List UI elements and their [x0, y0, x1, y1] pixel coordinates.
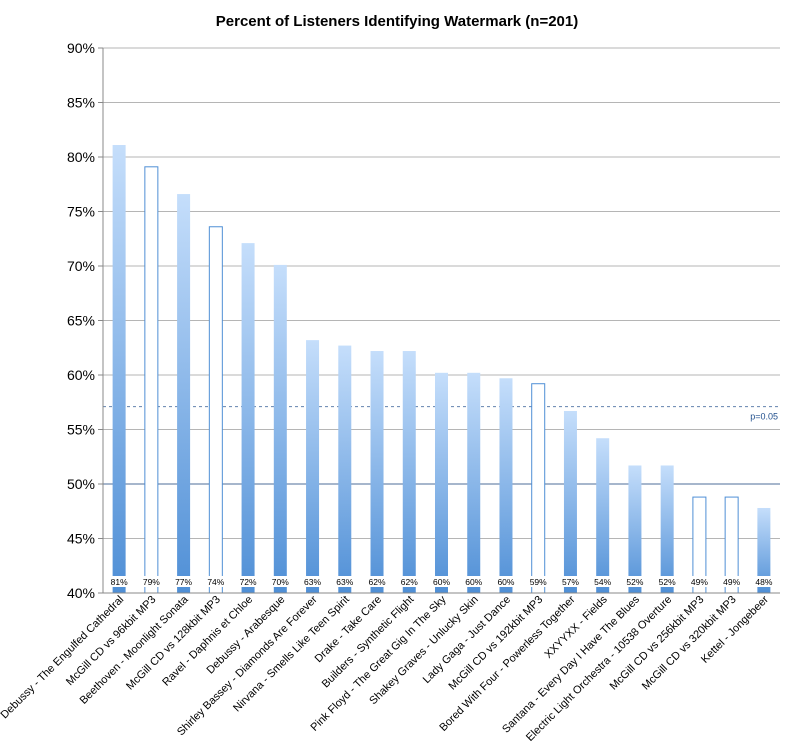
data-label: 49% — [691, 577, 708, 587]
data-label: 48% — [755, 577, 772, 587]
data-label: 77% — [175, 577, 192, 587]
data-label-box — [688, 576, 711, 587]
data-label: 52% — [659, 577, 676, 587]
y-tick-label: 75% — [67, 204, 95, 220]
y-axis-ticks: 40% 45% 50% 55% 60% 65% 70% 75% 80% 85% 90% — [67, 40, 95, 601]
data-label: 81% — [111, 577, 128, 587]
bar — [499, 378, 513, 593]
data-label-box — [527, 576, 550, 587]
data-label: 54% — [594, 577, 611, 587]
data-label-box — [108, 576, 131, 587]
bars: 81% 79% 77% 74% 72% 70% 63% 63% 62% 62% 60% 60% 60% 5… — [108, 145, 775, 594]
data-label: 49% — [723, 577, 740, 587]
bar — [628, 465, 642, 593]
bar — [757, 507, 771, 593]
x-tick-label: Nirvana - Smells Like Teen Spirit — [231, 594, 352, 715]
chart-title: Percent of Listeners Identifying Waterma… — [216, 13, 578, 30]
data-label-box — [720, 576, 743, 587]
axes — [98, 47, 780, 594]
y-tick-label: 50% — [67, 476, 95, 492]
data-label: 52% — [626, 577, 643, 587]
data-label-box — [333, 576, 356, 587]
data-label-box — [398, 576, 421, 587]
data-label: 72% — [240, 577, 257, 587]
y-tick-label: 40% — [67, 585, 95, 601]
data-label-box — [494, 576, 517, 587]
bar — [177, 194, 191, 593]
x-tick-label: Debussy - The Engulfed Cathedral — [0, 594, 126, 722]
data-label-box — [623, 576, 646, 587]
reference-line-label: p=0.05 — [750, 412, 778, 422]
bar — [402, 351, 416, 593]
data-label-box — [204, 576, 227, 587]
data-label-box — [269, 576, 292, 587]
data-label-box — [172, 576, 195, 587]
data-label-box — [462, 576, 485, 587]
bar — [563, 410, 577, 593]
data-label-box — [301, 576, 324, 587]
data-label: 57% — [562, 577, 579, 587]
bar — [435, 372, 448, 593]
y-tick-label: 85% — [67, 95, 95, 111]
y-tick-label: 80% — [67, 149, 95, 165]
bar — [596, 438, 610, 593]
data-label: 79% — [143, 577, 160, 587]
y-tick-label: 60% — [67, 367, 95, 383]
y-tick-label: 90% — [67, 40, 95, 56]
data-label: 59% — [530, 577, 547, 587]
data-label: 63% — [336, 577, 353, 587]
y-tick-label: 55% — [67, 422, 95, 438]
bar — [112, 145, 126, 593]
y-tick-label: 65% — [67, 313, 95, 329]
data-label-box — [752, 576, 775, 587]
data-label-box — [237, 576, 260, 587]
y-tick-label: 45% — [67, 531, 95, 547]
bar — [531, 383, 546, 594]
data-label: 60% — [433, 577, 450, 587]
bar — [208, 226, 223, 594]
bar — [144, 166, 159, 594]
data-label-box — [140, 576, 163, 587]
data-label: 70% — [272, 577, 289, 587]
data-label-box — [591, 576, 614, 587]
bar — [338, 345, 352, 593]
bar — [370, 351, 384, 593]
data-label: 63% — [304, 577, 321, 587]
data-label: 60% — [465, 577, 482, 587]
data-label-box — [366, 576, 389, 587]
y-tick-label: 70% — [67, 258, 95, 274]
data-label-box — [430, 576, 453, 587]
data-label: 62% — [401, 577, 418, 587]
bar — [273, 264, 287, 593]
bar — [306, 340, 320, 593]
data-label-box — [559, 576, 582, 587]
data-label: 74% — [207, 577, 224, 587]
data-label-box — [656, 576, 679, 587]
data-label: 62% — [369, 577, 386, 587]
bar — [660, 465, 674, 593]
bar — [467, 372, 481, 593]
data-label: 60% — [497, 577, 514, 587]
bar — [241, 243, 255, 594]
